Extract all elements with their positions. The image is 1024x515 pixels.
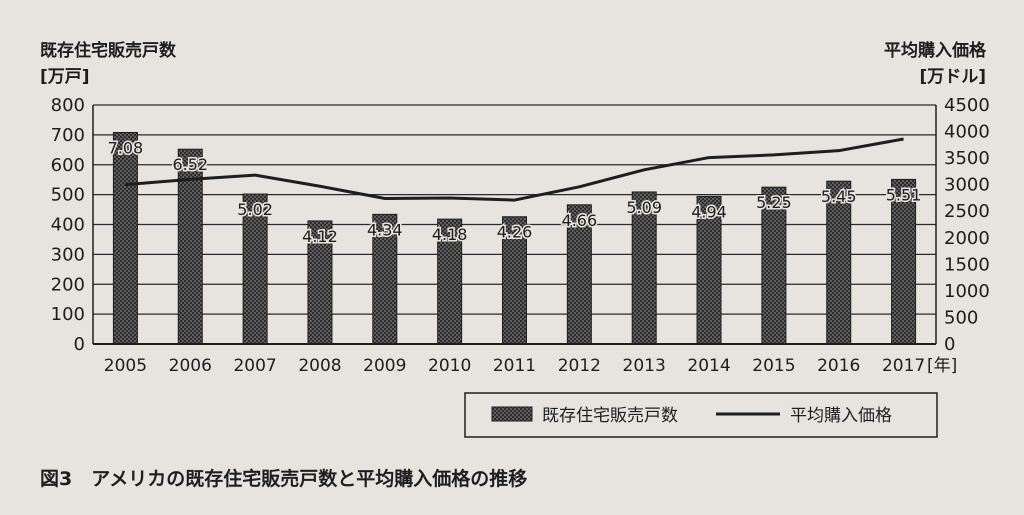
bar-data-label: 6.52 (172, 155, 208, 174)
bar (696, 195, 722, 345)
x-tick-label: 2016 (817, 356, 860, 376)
bar-data-label: 5.09 (626, 198, 662, 217)
right-tick-label: 1000 (944, 281, 990, 302)
x-tick-label: 2010 (428, 356, 471, 376)
right-tick-label: 0 (944, 334, 955, 355)
left-tick-label: 500 (51, 185, 85, 206)
x-axis-unit: [年] (927, 356, 957, 376)
bar-data-label: 4.26 (497, 223, 533, 242)
x-tick-label: 2013 (623, 356, 666, 376)
left-tick-label: 100 (51, 304, 85, 325)
left-tick-label: 600 (51, 155, 85, 176)
legend-bar-swatch (491, 406, 533, 422)
right-tick-label: 4500 (944, 95, 990, 116)
x-tick-label: 2005 (104, 356, 147, 376)
bar-data-label: 5.25 (756, 193, 792, 212)
price-line (125, 137, 904, 202)
bar (631, 191, 657, 345)
x-tick-label: 2009 (363, 356, 406, 376)
left-tick-label: 200 (51, 274, 85, 295)
x-tick-label: 2012 (558, 356, 601, 376)
left-tick-label: 800 (51, 95, 85, 116)
right-tick-label: 3000 (944, 175, 990, 196)
x-tick-label: 2017 (882, 356, 925, 376)
bar (891, 178, 917, 345)
bar (826, 180, 852, 345)
legend-box (464, 392, 938, 438)
right-tick-label: 4000 (944, 122, 990, 143)
left-tick-label: 0 (74, 334, 85, 355)
x-tick-label: 2007 (233, 356, 276, 376)
bar (566, 204, 592, 345)
bar-data-label: 4.18 (432, 225, 468, 244)
legend-line-label: 平均購入価格 (790, 406, 892, 426)
right-axis-unit: [万ドル] (919, 67, 986, 87)
left-tick-label: 700 (51, 125, 85, 146)
legend-bar-label: 既存住宅販売戸数 (542, 406, 678, 426)
x-tick-label: 2014 (687, 356, 730, 376)
x-tick-label: 2011 (493, 356, 536, 376)
x-tick-label: 2006 (169, 356, 212, 376)
right-axis-title: 平均購入価格 (884, 40, 987, 61)
legend: 既存住宅販売戸数 平均購入価格 (464, 392, 938, 438)
bar-data-label: 4.34 (367, 220, 403, 239)
bar (112, 131, 138, 345)
figure-caption: 図3 アメリカの既存住宅販売戸数と平均購入価格の推移 (40, 467, 527, 490)
x-tick-label: 2015 (752, 356, 795, 376)
bar-data-label: 7.08 (108, 138, 144, 157)
left-axis-unit: [万戸] (40, 67, 90, 87)
x-tick-label: 2008 (298, 356, 341, 376)
bar-data-label: 5.02 (237, 200, 273, 219)
bar-data-label: 4.66 (562, 211, 598, 230)
bar-data-label: 4.12 (302, 227, 338, 246)
bar-data-label: 5.51 (886, 185, 922, 204)
left-tick-label: 300 (51, 244, 85, 265)
right-tick-label: 1500 (944, 254, 990, 275)
bar (177, 148, 203, 345)
bar-data-label: 5.45 (821, 187, 857, 206)
left-tick-label: 400 (51, 215, 85, 236)
left-axis-title: 既存住宅販売戸数 (40, 40, 177, 61)
bar-data-label: 4.94 (691, 202, 727, 221)
right-tick-label: 2500 (944, 201, 990, 222)
right-tick-label: 3500 (944, 148, 990, 169)
right-tick-label: 500 (944, 307, 978, 328)
right-tick-label: 2000 (944, 228, 990, 249)
